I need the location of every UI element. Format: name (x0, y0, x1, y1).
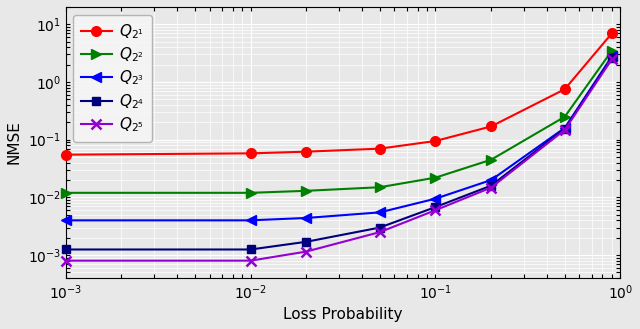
$Q_{2^5}$ (247, 259, 255, 263)
Line: $Q_{2^3}$: $Q_{2^3}$ (61, 51, 617, 225)
$Q_{2^5}$ (608, 57, 616, 61)
$Q_{2^2}$ (247, 191, 255, 195)
$Q_{2^4}$ (247, 247, 255, 251)
$Q_{2^1}$ (62, 153, 70, 157)
$Q_{2^5}$ (62, 259, 70, 263)
$Q_{2^3}$ (247, 218, 255, 222)
$Q_{2^2}$ (62, 191, 70, 195)
Line: $Q_{2^1}$: $Q_{2^1}$ (61, 28, 617, 160)
$Q_{2^4}$ (608, 56, 616, 60)
$Q_{2^2}$ (431, 176, 439, 180)
$Q_{2^3}$ (376, 210, 383, 214)
Line: $Q_{2^4}$: $Q_{2^4}$ (61, 54, 616, 254)
$Q_{2^1}$ (431, 139, 439, 143)
$Q_{2^1}$ (487, 124, 495, 128)
$Q_{2^1}$ (376, 147, 383, 151)
$Q_{2^2}$ (608, 49, 616, 53)
Line: $Q_{2^5}$: $Q_{2^5}$ (61, 54, 617, 266)
$Q_{2^3}$ (431, 197, 439, 201)
Y-axis label: NMSE: NMSE (7, 120, 22, 164)
$Q_{2^4}$ (303, 240, 310, 244)
$Q_{2^1}$ (303, 150, 310, 154)
$Q_{2^3}$ (303, 216, 310, 220)
$Q_{2^5}$ (303, 250, 310, 254)
$Q_{2^5}$ (487, 186, 495, 190)
$Q_{2^1}$ (608, 31, 616, 35)
$Q_{2^4}$ (376, 226, 383, 230)
$Q_{2^3}$ (62, 218, 70, 222)
$Q_{2^2}$ (561, 115, 568, 119)
$Q_{2^4}$ (487, 184, 495, 188)
X-axis label: Loss Probability: Loss Probability (284, 307, 403, 322)
$Q_{2^2}$ (376, 185, 383, 189)
$Q_{2^2}$ (487, 158, 495, 162)
$Q_{2^3}$ (608, 54, 616, 58)
$Q_{2^2}$ (303, 189, 310, 193)
Line: $Q_{2^2}$: $Q_{2^2}$ (61, 46, 617, 198)
$Q_{2^4}$ (431, 205, 439, 209)
$Q_{2^5}$ (376, 230, 383, 234)
$Q_{2^3}$ (487, 178, 495, 182)
$Q_{2^3}$ (561, 126, 568, 130)
$Q_{2^4}$ (561, 127, 568, 131)
$Q_{2^5}$ (431, 208, 439, 212)
$Q_{2^5}$ (561, 128, 568, 132)
$Q_{2^1}$ (561, 87, 568, 91)
Legend: $Q_{2^1}$, $Q_{2^2}$, $Q_{2^3}$, $Q_{2^4}$, $Q_{2^5}$: $Q_{2^1}$, $Q_{2^2}$, $Q_{2^3}$, $Q_{2^4… (74, 14, 152, 142)
$Q_{2^4}$ (62, 247, 70, 251)
$Q_{2^1}$ (247, 151, 255, 155)
